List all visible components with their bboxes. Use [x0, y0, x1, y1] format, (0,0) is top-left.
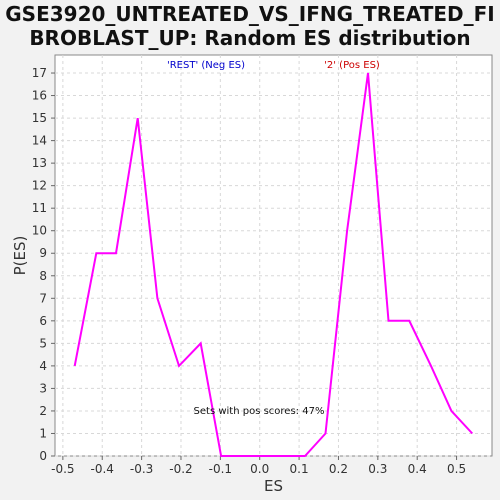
x-tick-label: 0.1 [290, 462, 309, 476]
x-tick-label: -0.1 [209, 462, 232, 476]
y-tick-label: 9 [39, 246, 47, 260]
plot-area [54, 54, 493, 457]
annotation-layer: 'REST' (Neg ES) '2' (Pos ES) Sets with pos… [167, 60, 380, 417]
x-tick-label: 0.5 [447, 462, 466, 476]
y-tick-label: 12 [32, 179, 47, 193]
y-tick-label: 17 [32, 66, 47, 80]
x-tick-label: 0.3 [368, 462, 387, 476]
y-tick-label: 11 [32, 201, 47, 215]
x-tick-label: -0.5 [51, 462, 74, 476]
y-tick-label: 3 [39, 381, 47, 395]
y-tick-label: 0 [39, 449, 47, 463]
y-tick-label: 10 [32, 224, 47, 238]
neg-es-label: 'REST' (Neg ES) [167, 60, 245, 71]
chart-title-line2: BROBLAST_UP: Random ES distribution [29, 26, 471, 50]
y-tick-label: 8 [39, 269, 47, 283]
pos-scores-label: Sets with pos scores: 47% [194, 406, 325, 417]
x-tick-label: 0.0 [250, 462, 269, 476]
y-axis-label: P(ES) [11, 236, 29, 276]
x-tick-label: 0.2 [329, 462, 348, 476]
series-layer [73, 72, 474, 457]
series-line [73, 72, 474, 457]
pos-es-label: '2' (Pos ES) [324, 60, 380, 71]
grid-lines [55, 55, 492, 457]
x-tick-label: -0.4 [91, 462, 114, 476]
y-tick-label: 6 [39, 314, 47, 328]
y-tick-label: 5 [39, 336, 47, 350]
y-tick-label: 16 [32, 89, 47, 103]
x-tick-label: -0.3 [130, 462, 153, 476]
y-tick-label: 15 [32, 111, 47, 125]
y-tick-label: 13 [32, 156, 47, 170]
x-tick-label: -0.2 [169, 462, 192, 476]
y-tick-label: 1 [39, 426, 47, 440]
y-tick-label: 2 [39, 404, 47, 418]
x-tick-label: 0.4 [408, 462, 427, 476]
x-axis-label: ES [264, 477, 283, 495]
y-tick-label: 14 [32, 134, 47, 148]
y-tick-label: 4 [39, 359, 47, 373]
chart-title-line1: GSE3920_UNTREATED_VS_IFNG_TREATED_FI [5, 2, 495, 26]
y-tick-label: 7 [39, 291, 47, 305]
